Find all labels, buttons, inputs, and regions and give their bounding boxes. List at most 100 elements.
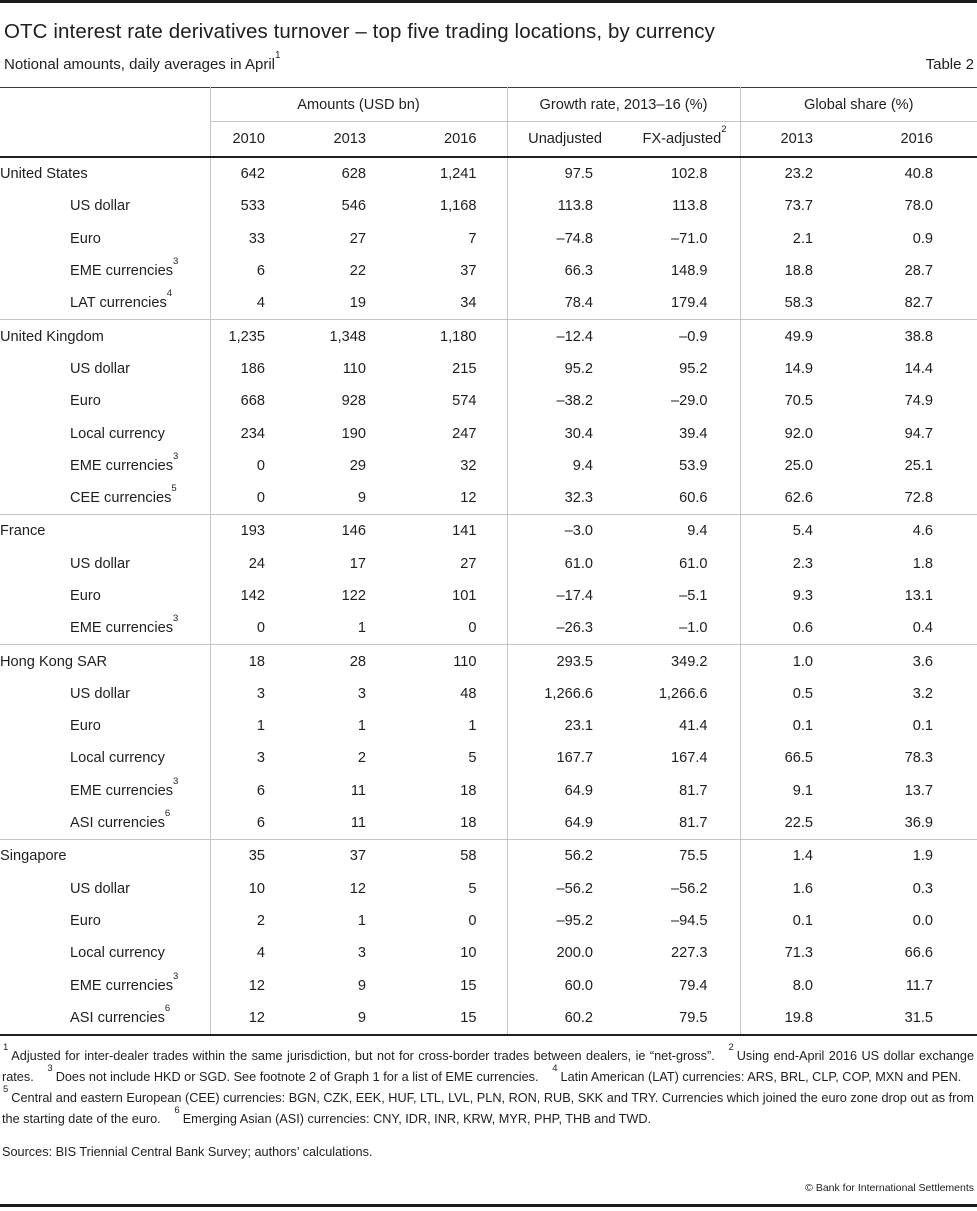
value-cell: 61.0 <box>506 547 624 580</box>
value-cell: 122 <box>341 588 366 604</box>
value-cell: 9.1 <box>739 774 859 807</box>
country-row: United States 642 628 1,241 97.5 102.8 23.2 40.… <box>0 157 977 191</box>
value-cell: 95.2 <box>679 360 708 377</box>
value-cell: 25.1 <box>904 457 934 474</box>
value-cell: 27 <box>460 555 477 572</box>
footnote-ref: 3 <box>173 970 179 982</box>
value-cell: 668 <box>209 385 309 418</box>
country-row: United Kingdom 1,235 1,348 1,180 –12.4 –0.9 49… <box>0 319 977 353</box>
value-cell: 3 <box>209 677 309 711</box>
data-table: Amounts (USD bn) Growth rate, 2013–16 (%… <box>0 87 977 1037</box>
value-cell: 37 <box>460 263 477 280</box>
value-cell: 2 <box>209 904 309 938</box>
value-cell: –0.9 <box>624 319 741 353</box>
value-cell: 0.4 <box>912 620 934 637</box>
value-cell: 38.8 <box>858 319 977 353</box>
value-cell: 574 <box>452 393 477 410</box>
value-cell: 4 <box>209 287 309 320</box>
footnote-ref: 6 <box>164 1003 171 1014</box>
footnote-ref: 4 <box>166 288 173 300</box>
col-header-fx-adjusted: FX-adjusted2 <box>624 121 741 158</box>
value-cell: 11.7 <box>905 977 934 994</box>
currency-row: Euro 33 27 7 –74.8 –71.0 2.1 0.9 <box>0 222 977 255</box>
value-cell: 30.4 <box>506 417 624 450</box>
value-cell: 14.4 <box>904 360 934 377</box>
table-section: United Kingdom 1,235 1,348 1,180 –12.4 –0.9 49… <box>0 319 977 515</box>
value-cell: 234 <box>209 417 309 450</box>
value-cell: 9 <box>357 490 366 507</box>
col-header-share-2013: 2013 <box>739 121 859 158</box>
value-cell: 1.6 <box>739 872 859 905</box>
value-cell: 9.3 <box>739 579 859 613</box>
value-cell: 19.8 <box>739 1001 859 1036</box>
value-cell: 79.4 <box>679 977 708 994</box>
value-cell: 64.9 <box>506 806 624 840</box>
value-cell: 73.7 <box>739 190 859 223</box>
value-cell: 18 <box>460 782 477 799</box>
col-header-2013: 2013 <box>309 121 408 158</box>
value-cell: 0.1 <box>739 904 859 938</box>
corner-cell-2 <box>0 121 210 158</box>
value-cell: 66.3 <box>506 254 624 288</box>
value-cell: 78.0 <box>904 198 934 215</box>
value-cell: 95.2 <box>506 352 624 386</box>
col-group-amounts: Amounts (USD bn) <box>209 87 507 122</box>
value-cell: 0.9 <box>912 230 934 247</box>
footnote-ref-subtitle: 1 <box>274 50 281 61</box>
value-cell: 1.8 <box>912 555 934 572</box>
country-row: France 193 146 141 –3.0 9.4 5.4 4.6 <box>0 514 977 548</box>
value-cell: 81.7 <box>679 782 708 799</box>
value-cell: 6 <box>209 254 309 288</box>
value-cell: 102.8 <box>670 166 708 183</box>
value-cell: 78.4 <box>506 287 624 320</box>
top-rule <box>0 0 977 3</box>
value-cell: 61.0 <box>679 555 708 572</box>
page-title: OTC interest rate derivatives turnover –… <box>4 20 716 43</box>
value-cell: 1,348 <box>309 319 408 353</box>
value-cell: 28.7 <box>904 263 934 280</box>
value-cell: 1 <box>357 620 366 637</box>
value-cell: 1.9 <box>858 839 977 873</box>
value-cell: 36.9 <box>904 815 934 832</box>
value-cell: 60.0 <box>506 969 624 1002</box>
footnote-marker: 3 <box>47 1062 53 1074</box>
value-cell: 0 <box>209 612 309 645</box>
row-label: Euro <box>70 912 101 929</box>
value-cell: 60.2 <box>506 1001 624 1036</box>
column-group-header-row: Amounts (USD bn) Growth rate, 2013–16 (%… <box>0 87 977 122</box>
subtitle-text: Notional amounts, daily averages in Apri… <box>4 56 275 73</box>
value-cell: 167.7 <box>506 742 624 775</box>
currency-row: ASI currencies6 6 11 18 64.9 81.7 22.5 36.9 <box>0 806 977 840</box>
value-cell: 74.9 <box>904 393 934 410</box>
value-cell: 349.2 <box>624 644 741 678</box>
value-cell: 3.2 <box>912 685 934 702</box>
value-cell: –1.0 <box>679 620 708 637</box>
value-cell: 5 <box>468 880 477 897</box>
footnote-text: Using end-April 2016 US dollar exchange … <box>2 1049 974 1085</box>
value-cell: –38.2 <box>506 385 624 418</box>
value-cell: –29.0 <box>670 393 708 410</box>
row-label: US dollar <box>70 555 131 572</box>
value-cell: 0.0 <box>912 912 934 929</box>
row-label: EME currencies3 <box>70 775 179 799</box>
currency-row: Euro 2 1 0 –95.2 –94.5 0.1 0.0 <box>0 904 977 938</box>
col-header-2016: 2016 <box>408 121 507 158</box>
currency-row: US dollar 3 3 48 1,266.6 1,266.6 0.5 3.2 <box>0 677 977 711</box>
row-label: Euro <box>70 718 101 735</box>
value-cell: 48 <box>460 685 477 702</box>
value-cell: 17 <box>349 555 366 572</box>
row-label: Euro <box>70 588 101 604</box>
value-cell: 94.7 <box>904 425 934 442</box>
value-cell: 22 <box>349 263 366 280</box>
value-cell: 1,266.6 <box>658 685 708 702</box>
value-cell: 190 <box>341 425 366 442</box>
footnote-text: Does not include HKD or SGD. See footnot… <box>55 1070 552 1085</box>
value-cell: 1,168 <box>439 198 477 215</box>
value-cell: 8.0 <box>739 969 859 1002</box>
footnote-text: Latin American (LAT) currencies: ARS, BR… <box>560 1070 974 1085</box>
value-cell: 58.3 <box>739 287 859 320</box>
value-cell: 628 <box>341 166 366 183</box>
value-cell: –5.1 <box>679 588 708 604</box>
value-cell: 200.0 <box>506 937 624 970</box>
value-cell: 13.7 <box>904 782 934 799</box>
